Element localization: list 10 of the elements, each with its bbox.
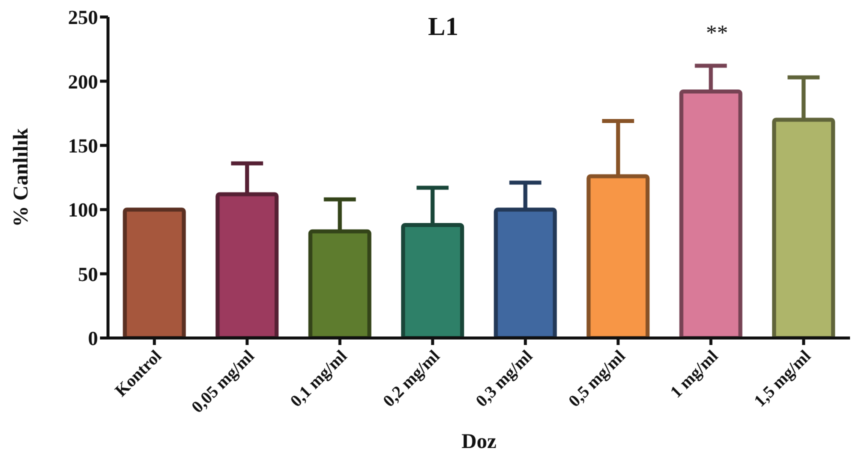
- y-axis-title: % Canlılık: [8, 128, 32, 227]
- annotation: **: [706, 20, 728, 46]
- y-tick-label: 50: [78, 264, 98, 286]
- y-tick-label: 0: [88, 328, 98, 350]
- chart-title: L1: [428, 12, 458, 42]
- x-axis-title: Doz: [462, 429, 496, 453]
- y-tick-label: 100: [68, 200, 98, 222]
- y-tick-label: 250: [68, 7, 98, 30]
- y-tick-label: 200: [68, 71, 98, 94]
- y-tick-label: 150: [68, 136, 98, 158]
